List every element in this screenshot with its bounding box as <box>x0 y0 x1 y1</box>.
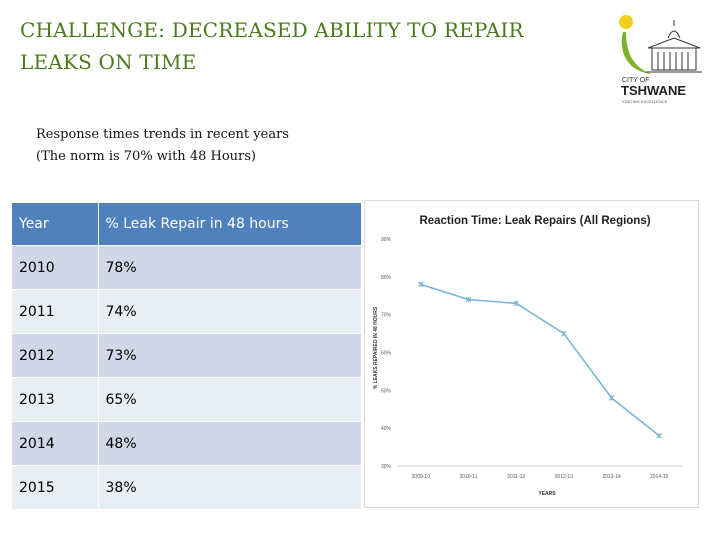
series-line <box>418 281 662 439</box>
x-tick-label: 2014-15 <box>650 474 669 480</box>
logo-tshwane: TSHWANE <box>621 83 686 98</box>
logo-city-of: CITY OF <box>622 77 649 84</box>
header-leak-repair: % Leak Repair in 48 hours <box>98 203 362 246</box>
table-row: 2013 65% <box>12 377 362 422</box>
header-year: Year <box>12 203 99 246</box>
y-tick-label: 40% <box>381 426 392 432</box>
x-tick-label: 2009-10 <box>412 474 431 480</box>
y-tick-label: 30% <box>381 464 392 470</box>
table-row: 2014 48% <box>12 421 362 466</box>
table-row: 2011 74% <box>12 289 362 334</box>
y-tick-label: 90% <box>381 237 392 243</box>
x-tick-label: 2010-11 <box>460 474 478 480</box>
slide-title-line-2: LEAKS ON TIME <box>20 50 197 74</box>
logo-sun-icon <box>619 15 633 29</box>
data-point <box>656 432 662 439</box>
y-axis: 30% 40% 50% 60% 70% 80% 90% <box>381 237 392 470</box>
data-point <box>608 395 615 401</box>
subtitle-line-2: (The norm is 70% with 48 Hours) <box>36 149 256 164</box>
chart-x-axis-label: YEARS <box>538 491 556 497</box>
logo-tagline: IGNITING EXCELLENCE <box>622 99 668 104</box>
cell-percent: 73% <box>98 333 362 378</box>
slide-subtitle: Response times trends in recent years (T… <box>36 124 356 168</box>
chart-y-axis-label: % LEAKS REPAIRED IN 48 HOURS <box>373 306 379 389</box>
table-row: 2010 78% <box>12 245 362 290</box>
y-tick-label: 60% <box>381 351 392 357</box>
cell-percent: 65% <box>98 377 362 422</box>
logo-swoosh-icon <box>621 32 652 74</box>
cell-year: 2010 <box>12 245 99 290</box>
logo-building-icon <box>646 20 702 73</box>
cell-percent: 48% <box>98 421 362 466</box>
city-of-tshwane-logo: CITY OF TSHWANE IGNITING EXCELLENCE <box>619 15 702 104</box>
reaction-time-chart: Reaction Time: Leak Repairs (All Regions… <box>364 200 699 508</box>
data-point <box>418 281 424 288</box>
subtitle-line-1: Response times trends in recent years <box>36 127 289 142</box>
cell-percent: 38% <box>98 465 362 509</box>
cell-year: 2012 <box>12 333 99 378</box>
chart-canvas: Reaction Time: Leak Repairs (All Regions… <box>373 215 683 497</box>
x-tick-label: 2011-12 <box>507 474 525 480</box>
y-tick-label: 80% <box>381 275 392 281</box>
y-tick-label: 70% <box>381 313 392 319</box>
cell-year: 2011 <box>12 289 99 334</box>
data-point <box>513 300 519 307</box>
cell-percent: 74% <box>98 289 362 334</box>
y-tick-label: 50% <box>381 388 392 394</box>
chart-title: Reaction Time: Leak Repairs (All Regions… <box>419 215 650 227</box>
cell-percent: 78% <box>98 245 362 290</box>
slide-title-line-1: CHALLENGE: DECREASED ABILITY TO REPAIR <box>20 18 524 42</box>
cell-year: 2014 <box>12 421 99 466</box>
data-point <box>465 296 472 303</box>
series-line-path <box>420 283 660 437</box>
x-axis: 2009-10 2010-11 2011-12 2012-13 2013-14 2014-… <box>397 465 683 480</box>
cell-year: 2015 <box>12 465 99 509</box>
leak-repair-table: Year % Leak Repair in 48 hours 2010 78% … <box>12 203 362 509</box>
table-row: 2012 73% <box>12 333 362 378</box>
table-row: 2015 38% <box>12 465 362 509</box>
data-point <box>561 330 567 337</box>
slide-title: CHALLENGE: DECREASED ABILITY TO REPAIR L… <box>20 14 580 78</box>
table-header-row: Year % Leak Repair in 48 hours <box>12 203 362 246</box>
x-tick-label: 2012-13 <box>555 474 574 480</box>
x-tick-label: 2013-14 <box>602 474 621 480</box>
cell-year: 2013 <box>12 377 99 422</box>
